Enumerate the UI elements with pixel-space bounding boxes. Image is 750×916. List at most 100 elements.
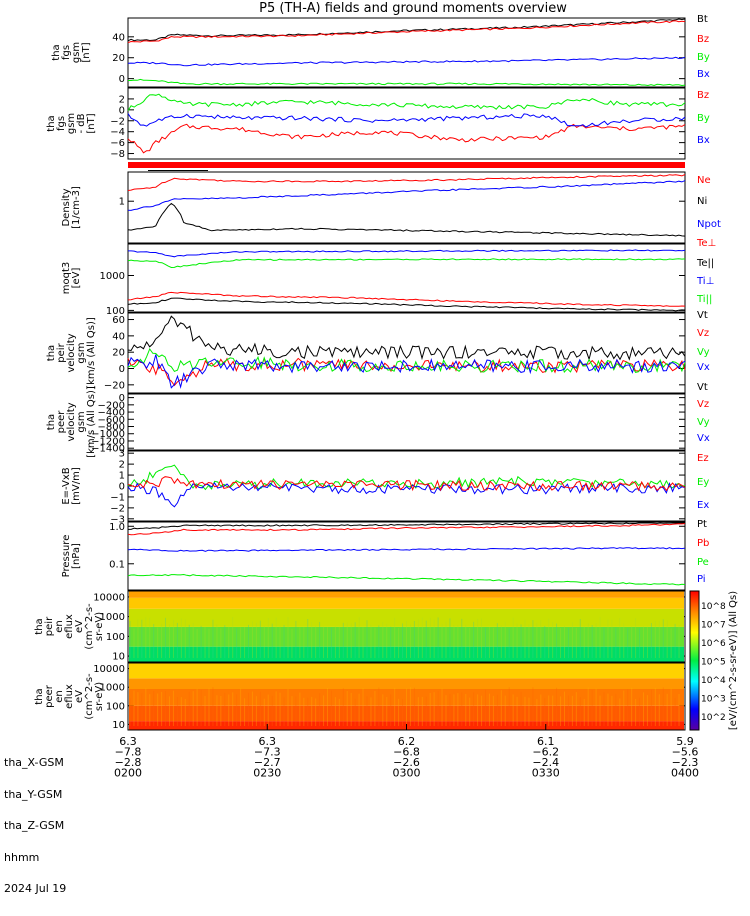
legend-entry: Npot [697, 219, 721, 230]
y-tick-label: 10000 [93, 592, 125, 603]
legend-entry: Ex [697, 500, 709, 511]
y-tick-label: 0 [119, 393, 125, 404]
y-tick-label: −20 [104, 380, 125, 391]
series-line-Bt [127, 18, 686, 42]
legend-entry: Vx [697, 433, 710, 444]
y-axis-label: sr-eV) [94, 612, 105, 641]
y-axis-label: gsm [76, 411, 87, 432]
x-tick-label: 0200 [114, 767, 142, 780]
series-line-Ez [127, 476, 686, 492]
series-line-By [128, 78, 686, 87]
x-row-label: hhmm [4, 850, 40, 864]
y-tick-label: 1.0 [109, 522, 125, 533]
spectrogram-band [129, 626, 684, 647]
x-tick-label: −5.6 [672, 746, 699, 759]
series-line-Ex [127, 482, 686, 508]
series-line-Ne [127, 174, 686, 191]
x-tick-label: −7.3 [254, 746, 281, 759]
y-tick-label: 10 [112, 720, 125, 731]
spectrogram-band [129, 591, 684, 598]
y-tick-label: 0 [119, 105, 125, 116]
y-axis-label: [mV/m] [71, 467, 82, 505]
y-axis-label: eV [74, 690, 85, 703]
series-line-Te⊥ [127, 291, 686, 307]
series-line-Ey [127, 464, 686, 491]
x-tick-label: −2.3 [672, 756, 699, 769]
series-line-Te|| [127, 297, 686, 312]
legend-entry: Ti|| [696, 294, 712, 305]
x-axis-labels: tha_X-GSM tha_Y-GSM tha_Z-GSM hhmm 2024 … [4, 737, 66, 916]
y-tick-label: 10000 [93, 664, 125, 675]
x-row-label: tha_Z-GSM [4, 819, 65, 832]
series-line-Bx [127, 56, 686, 67]
panel-frame [127, 17, 686, 88]
y-axis-label: peir [56, 342, 67, 362]
legend-entry: Vz [697, 399, 709, 410]
x-tick-label: 6.3 [119, 735, 137, 748]
x-row-label: tha_Y-GSM [4, 787, 63, 801]
x-tick-label: −7.8 [115, 746, 142, 759]
y-axis-label: peir [44, 616, 55, 636]
y-tick-label: 0 [119, 482, 125, 493]
x-tick-label: 0300 [393, 767, 421, 780]
y-axis-label: E=-VxB [61, 467, 72, 504]
panel-frame [127, 171, 686, 244]
y-axis-label: tha [34, 688, 45, 704]
spectrogram-band [129, 689, 684, 706]
legend-entry: Vt [697, 310, 708, 321]
y-axis-label: Density [61, 188, 72, 226]
series-line-Bx [127, 113, 686, 128]
y-tick-label: −400 [98, 408, 125, 419]
panel-frame [127, 312, 686, 394]
y-tick-label: 20 [112, 348, 125, 359]
y-axis-label: gsm [71, 42, 82, 63]
legend-entry: Te⊥ [696, 238, 716, 249]
legend-entry: Pt [697, 519, 707, 530]
y-tick-label: −200 [98, 400, 125, 411]
y-axis-label: eV [74, 620, 85, 633]
legend-entry: Bx [697, 135, 710, 146]
y-tick-label: −1200 [91, 436, 125, 447]
series-line-Vx [127, 354, 686, 389]
x-tick-label: −2.7 [254, 756, 281, 769]
y-axis-label: (cm^2-s- [84, 673, 95, 720]
colorbar-tick-label: 10^8 [701, 602, 726, 612]
series-line-By [127, 93, 686, 111]
spectrogram-band [129, 646, 684, 662]
series-line-Vz [127, 357, 686, 387]
y-tick-label: 20 [112, 53, 125, 64]
legend-entry: Pb [697, 538, 709, 549]
legend-entry: Vy [697, 347, 710, 358]
y-axis-label: tha [46, 345, 57, 361]
series-line-Pi [127, 547, 686, 552]
legend-entry: Pi [697, 574, 706, 585]
series-line-Ti⊥ [128, 249, 686, 258]
y-tick-label: −800 [98, 422, 125, 433]
y-axis-label: tha [34, 618, 45, 634]
y-tick-label: 10 [112, 652, 125, 663]
legend-entry: Bz [697, 34, 709, 45]
y-tick-label: 100 [106, 632, 125, 643]
y-tick-label: 1 [119, 471, 125, 482]
series-line-Bz [127, 123, 686, 154]
x-tick-label: 0330 [532, 767, 560, 780]
x-tick-label: −6.2 [532, 746, 559, 759]
y-axis-label: peer [56, 410, 67, 434]
y-tick-label: −600 [98, 415, 125, 426]
series-line-Bz [127, 20, 686, 44]
y-axis-label: velocity [66, 333, 77, 372]
figure-title: P5 (TH-A) fields and ground moments over… [259, 1, 567, 16]
mode-bar [128, 162, 685, 168]
y-axis-label: en [54, 620, 65, 633]
series-line-Pt [128, 522, 685, 530]
y-axis-label: tha [46, 115, 57, 131]
y-tick-label: 100 [106, 701, 125, 712]
x-tick-label: 6.2 [398, 735, 416, 748]
colorbar-tick-label: 10^2 [701, 713, 726, 723]
y-axis-label: - dB [76, 113, 87, 133]
legend-entry: Pe [697, 557, 709, 568]
panel-frame [127, 87, 686, 160]
legend-entry: By [697, 113, 710, 124]
y-tick-label: 1000 [100, 683, 125, 694]
y-axis-label: [km/s (All Qs)] [86, 386, 97, 458]
